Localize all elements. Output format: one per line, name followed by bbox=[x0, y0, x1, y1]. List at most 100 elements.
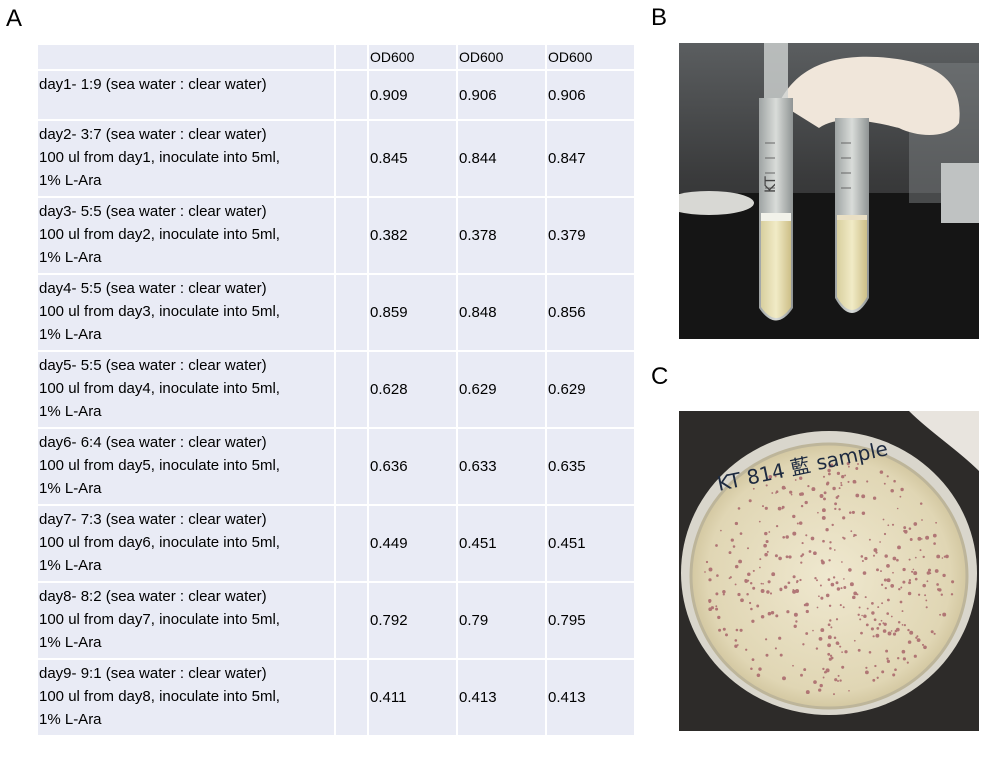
colony-dot bbox=[841, 561, 843, 563]
colony-dot bbox=[829, 541, 832, 544]
colony-dot bbox=[744, 579, 748, 582]
condition-cell: day8- 8:2 (sea water : clear water) 100 u… bbox=[36, 581, 336, 660]
colony-dot bbox=[827, 623, 831, 627]
colony-dot bbox=[747, 579, 750, 582]
table-row: day1- 1:9 (sea water : clear water) 0.909… bbox=[36, 69, 636, 121]
colony-dot bbox=[900, 487, 904, 492]
colony-dot bbox=[896, 507, 899, 510]
colony-dot bbox=[782, 535, 786, 539]
colony-dot bbox=[906, 661, 909, 664]
colony-dot bbox=[861, 559, 864, 563]
colony-dot bbox=[926, 571, 931, 575]
colony-dot bbox=[790, 493, 793, 496]
colony-dot bbox=[872, 678, 876, 682]
colony-dot bbox=[818, 637, 823, 641]
tube-label: KT bbox=[763, 176, 779, 193]
colony-dot bbox=[914, 556, 917, 559]
colony-dot bbox=[913, 522, 918, 526]
condition-line: 100 ul from day2, inoculate into 5ml, bbox=[39, 226, 280, 243]
colony-dot bbox=[761, 505, 765, 508]
colony-dot bbox=[751, 619, 755, 623]
header-cell bbox=[334, 43, 369, 71]
colony-dot bbox=[908, 558, 911, 561]
colony-dot bbox=[924, 594, 927, 597]
colony-dot bbox=[898, 587, 901, 591]
colony-dot bbox=[749, 582, 753, 585]
colony-dot bbox=[866, 480, 869, 483]
colony-dot bbox=[792, 575, 796, 579]
colony-dot bbox=[940, 593, 943, 596]
condition-line: day9- 9:1 (sea water : clear water) bbox=[39, 665, 267, 682]
colony-dot bbox=[796, 522, 799, 525]
od600-value-cell: 0.378 bbox=[456, 196, 547, 275]
colony-dot bbox=[827, 468, 831, 473]
condition-line: day4- 5:5 (sea water : clear water) bbox=[39, 280, 267, 297]
colony-dot bbox=[825, 668, 830, 673]
colony-dot bbox=[842, 516, 846, 520]
colony-dot bbox=[805, 609, 809, 614]
colony-dot bbox=[822, 667, 825, 671]
colony-dot bbox=[897, 620, 901, 624]
colony-dot bbox=[715, 605, 718, 608]
colony-dot bbox=[710, 606, 714, 610]
colony-dot bbox=[785, 555, 789, 559]
colony-dot bbox=[859, 618, 862, 621]
colony-dot bbox=[752, 569, 755, 572]
colony-dot bbox=[919, 502, 923, 505]
colony-dot bbox=[762, 582, 764, 585]
colony-dot bbox=[828, 604, 832, 608]
colony-dot bbox=[801, 542, 804, 545]
colony-dot bbox=[909, 538, 913, 541]
colony-dot bbox=[911, 570, 914, 573]
colony-dot bbox=[781, 505, 785, 509]
colony-dot bbox=[890, 615, 893, 618]
colony-dot bbox=[796, 581, 798, 584]
colony-dot bbox=[844, 650, 848, 654]
colony-dot bbox=[862, 571, 867, 575]
colony-dot bbox=[738, 559, 743, 564]
colony-dot bbox=[833, 549, 836, 551]
colony-dot bbox=[827, 652, 831, 656]
colony-dot bbox=[756, 604, 760, 608]
colony-dot bbox=[896, 656, 900, 660]
empty-cell bbox=[334, 350, 369, 429]
condition-cell: day7- 7:3 (sea water : clear water) 100 u… bbox=[36, 504, 336, 583]
empty-cell bbox=[334, 196, 369, 275]
colony-dot bbox=[865, 666, 868, 669]
colony-dot bbox=[864, 596, 867, 599]
condition-line: day5- 5:5 (sea water : clear water) bbox=[39, 357, 267, 374]
colony-dot bbox=[722, 593, 725, 596]
colony-dot bbox=[758, 520, 761, 523]
colony-dot bbox=[919, 549, 922, 552]
od600-value-cell: 0.795 bbox=[545, 581, 636, 660]
colony-dot bbox=[751, 658, 755, 661]
colony-dot bbox=[936, 583, 939, 586]
colony-dot bbox=[850, 530, 853, 533]
colony-dot bbox=[884, 586, 887, 590]
colony-dot bbox=[901, 610, 904, 613]
condition-line: 1% L-Ara bbox=[39, 480, 102, 497]
header-cell-od600: OD600 bbox=[367, 43, 458, 71]
colony-dot bbox=[807, 484, 810, 488]
colony-dot bbox=[877, 606, 880, 609]
od600-value-cell: 0.629 bbox=[456, 350, 547, 429]
colony-dot bbox=[887, 524, 890, 527]
colony-dot bbox=[822, 475, 826, 478]
colony-dot bbox=[822, 676, 825, 679]
colony-dot bbox=[781, 485, 786, 490]
colony-dot bbox=[892, 556, 897, 561]
colony-dot bbox=[799, 476, 803, 480]
condition-line: day8- 8:2 (sea water : clear water) bbox=[39, 588, 267, 605]
colony-dot bbox=[782, 676, 786, 681]
od600-value-cell: 0.633 bbox=[456, 427, 547, 506]
colony-dot bbox=[764, 531, 768, 536]
colony-dot bbox=[779, 587, 783, 591]
colony-dot bbox=[819, 494, 824, 498]
colony-dot bbox=[793, 612, 798, 617]
colony-dot bbox=[872, 554, 876, 557]
colony-dot bbox=[861, 614, 863, 617]
colony-dot bbox=[768, 531, 771, 533]
colony-dot bbox=[890, 630, 893, 632]
colony-dot bbox=[823, 671, 826, 674]
colony-dot bbox=[875, 551, 878, 554]
